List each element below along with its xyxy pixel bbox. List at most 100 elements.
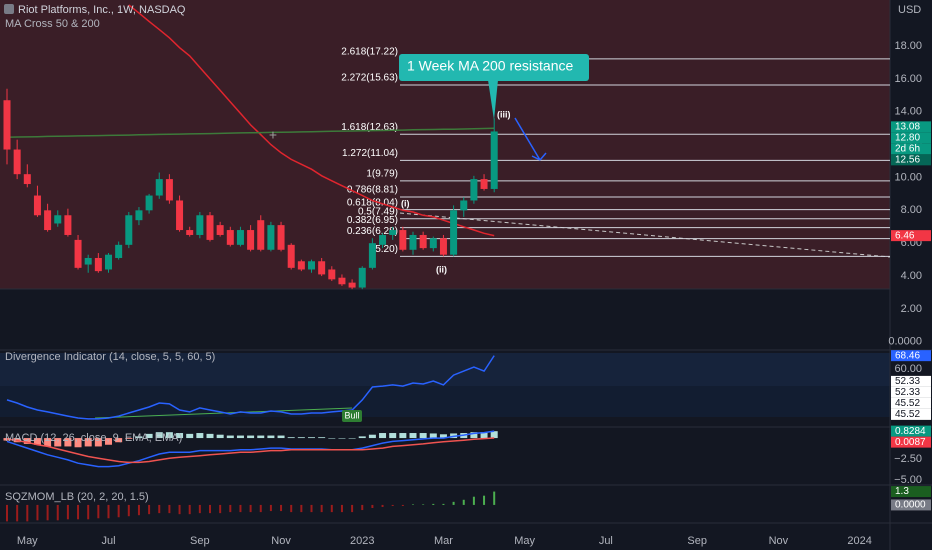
div-band-lower: [0, 386, 890, 417]
candle-body: [84, 257, 92, 265]
histogram-bar: [216, 434, 224, 439]
fib-label: 1.272(11.04): [342, 148, 398, 159]
histogram-bar: [490, 431, 498, 439]
candle-body: [328, 269, 336, 280]
histogram-bar: [452, 501, 455, 505]
symbol-icon: [4, 4, 14, 14]
price-tag: [891, 230, 931, 242]
histogram-bar: [107, 504, 110, 519]
fib-label: 0.382(6.95): [347, 215, 398, 226]
candle-body: [419, 234, 427, 249]
price-tag-label: 2d 6h: [895, 143, 920, 154]
x-tick-label: Sep: [687, 535, 707, 547]
price-tag: [891, 132, 931, 144]
price-tag: [891, 154, 931, 166]
histogram-bar: [226, 435, 234, 439]
fib-label: 2.618(17.22): [341, 46, 398, 57]
histogram-bar: [198, 504, 201, 514]
histogram-bar: [483, 495, 486, 505]
histogram-bar: [97, 504, 100, 519]
price-tag-label: 6.46: [895, 230, 915, 241]
candle-body: [368, 243, 376, 268]
candle-body: [165, 179, 173, 201]
histogram-bar: [74, 438, 82, 448]
candle-body: [277, 225, 285, 250]
y-tick-label: 14.00: [894, 106, 922, 118]
candle-body: [267, 225, 275, 250]
candle-body: [399, 230, 407, 250]
ma-line: [128, 4, 495, 237]
candle-body: [33, 195, 41, 216]
candle-body: [460, 200, 468, 211]
fib-label: 0.236(6.28): [347, 226, 398, 237]
y-tick-label: 10.00: [894, 171, 922, 183]
candle-body: [145, 195, 153, 211]
histogram-bar: [310, 504, 313, 513]
signal-line: [6, 437, 495, 464]
candle-body: [318, 261, 326, 275]
wave-label: (iii): [497, 109, 511, 119]
price-tag-label: 12.56: [895, 154, 920, 165]
bull-label: Bull: [344, 410, 359, 420]
cross-marker: +: [269, 127, 277, 143]
price-tag: [891, 350, 931, 362]
histogram-bar: [300, 504, 303, 513]
candle-body: [308, 261, 315, 270]
macd-line: [6, 430, 495, 468]
candle-body: [74, 239, 82, 268]
candle-body: [206, 215, 214, 240]
fib-label: 0.5(7.49): [358, 206, 398, 217]
ma-line: [6, 127, 495, 138]
histogram-bar: [308, 437, 315, 439]
price-tag: [891, 499, 931, 511]
x-tick-label: Nov: [769, 535, 789, 547]
histogram-bar: [439, 434, 447, 439]
histogram-bar: [155, 432, 163, 439]
wave-label: (ii): [436, 264, 447, 274]
candle-body: [64, 215, 72, 235]
histogram-bar: [84, 438, 92, 447]
candle-body: [236, 230, 244, 245]
histogram-bar: [297, 437, 305, 439]
histogram-bar: [381, 504, 384, 507]
histogram-bar: [105, 438, 112, 445]
candle-body: [389, 230, 397, 235]
x-tick-label: Jul: [599, 535, 613, 547]
x-tick-label: 2024: [847, 535, 871, 547]
candle-body: [379, 234, 387, 245]
candle-body: [13, 149, 21, 175]
histogram-bar: [290, 504, 293, 513]
pane: [6, 491, 496, 522]
histogram-bar: [209, 504, 211, 514]
candle-body: [450, 210, 458, 255]
candle-body: [186, 230, 194, 235]
indicator-line: [6, 355, 495, 420]
y-tick-label: 16.00: [894, 73, 922, 85]
histogram-bar: [412, 504, 414, 505]
candle-body: [176, 200, 184, 231]
histogram-bar: [77, 504, 80, 520]
candle-body: [439, 238, 447, 255]
histogram-bar: [267, 435, 275, 439]
price-tag-label: 1.3: [895, 486, 909, 497]
candle-body: [409, 234, 417, 250]
x-tick-label: Mar: [434, 535, 453, 547]
histogram-bar: [259, 504, 262, 513]
candle-body: [297, 261, 305, 270]
x-tick-label: Nov: [271, 535, 291, 547]
histogram-bar: [419, 433, 427, 439]
histogram-bar: [145, 433, 153, 439]
histogram-bar: [348, 438, 356, 439]
histogram-bar: [401, 504, 404, 506]
histogram-bar: [148, 504, 151, 515]
arrow: [514, 117, 547, 161]
candle-body: [480, 179, 488, 189]
bull-box: [342, 410, 362, 422]
histogram-bar: [135, 436, 143, 439]
price-tag-label: 45.52: [895, 398, 920, 409]
histogram-bar: [361, 504, 364, 511]
histogram-bar: [422, 504, 425, 505]
y-tick-label: 18.00: [894, 40, 922, 52]
candle-body: [348, 282, 356, 288]
histogram-bar: [391, 504, 394, 506]
